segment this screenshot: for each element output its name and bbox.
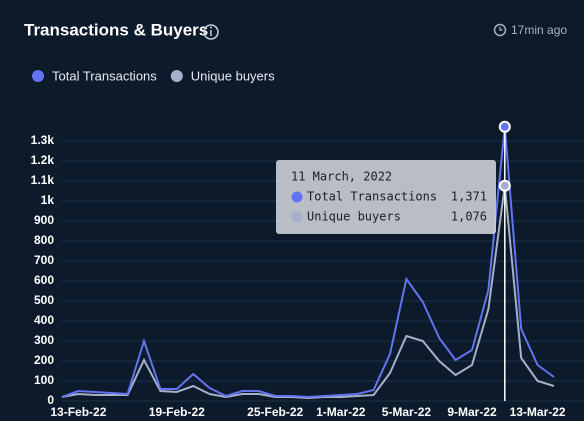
x-tick-label: 5-Mar-22 (382, 405, 432, 419)
updated-time: 17min ago (511, 23, 567, 37)
y-tick-label: 200 (34, 353, 54, 367)
x-tick-label: 13-Mar-22 (510, 405, 566, 419)
tooltip-marker (291, 191, 303, 203)
tooltip-series: Total Transactions (307, 190, 437, 204)
legend-label: Total Transactions (52, 68, 157, 83)
x-tick-label: 9-Mar-22 (447, 405, 497, 419)
tooltip-value: 1,076 (451, 210, 487, 224)
y-tick-label: 0 (47, 393, 54, 407)
legend-marker (170, 70, 183, 82)
legend-label: Unique buyers (191, 68, 275, 83)
y-tick-label: 1.1k (31, 173, 55, 187)
point (498, 120, 511, 133)
legend-marker (32, 70, 44, 82)
x-tick-label: 19-Feb-22 (149, 405, 205, 419)
tooltip-marker (291, 211, 303, 223)
tooltip: 11 March, 2022 Total Transactions 1,371 Uni… (276, 160, 496, 234)
info-icon[interactable] (203, 24, 219, 40)
tooltip-value: 1,371 (451, 190, 487, 204)
clock-icon (493, 23, 507, 37)
y-tick-label: 300 (34, 333, 54, 347)
tooltip-title: 11 March, 2022 (291, 170, 392, 184)
y-tick-label: 800 (34, 233, 54, 247)
point (498, 179, 511, 192)
x-tick-label: 1-Mar-22 (316, 405, 366, 419)
y-tick-label: 600 (34, 273, 54, 287)
chart-title: Transactions & Buyers (24, 20, 208, 39)
y-tick-label: 1.3k (31, 133, 55, 147)
y-tick-label: 1.2k (31, 153, 55, 167)
y-tick-label: 400 (34, 313, 54, 327)
y-tick-label: 700 (34, 253, 54, 267)
tooltip-series: Unique buyers (307, 210, 401, 224)
x-tick-label: 25-Feb-22 (247, 405, 303, 419)
x-tick-label: 13-Feb-22 (50, 405, 106, 419)
y-tick-label: 100 (34, 373, 54, 387)
tooltip-box (276, 160, 496, 234)
line (61, 126, 555, 399)
y-tick-label: 1k (41, 193, 55, 207)
y-tick-label: 500 (34, 293, 54, 307)
y-tick-label: 900 (34, 213, 54, 227)
